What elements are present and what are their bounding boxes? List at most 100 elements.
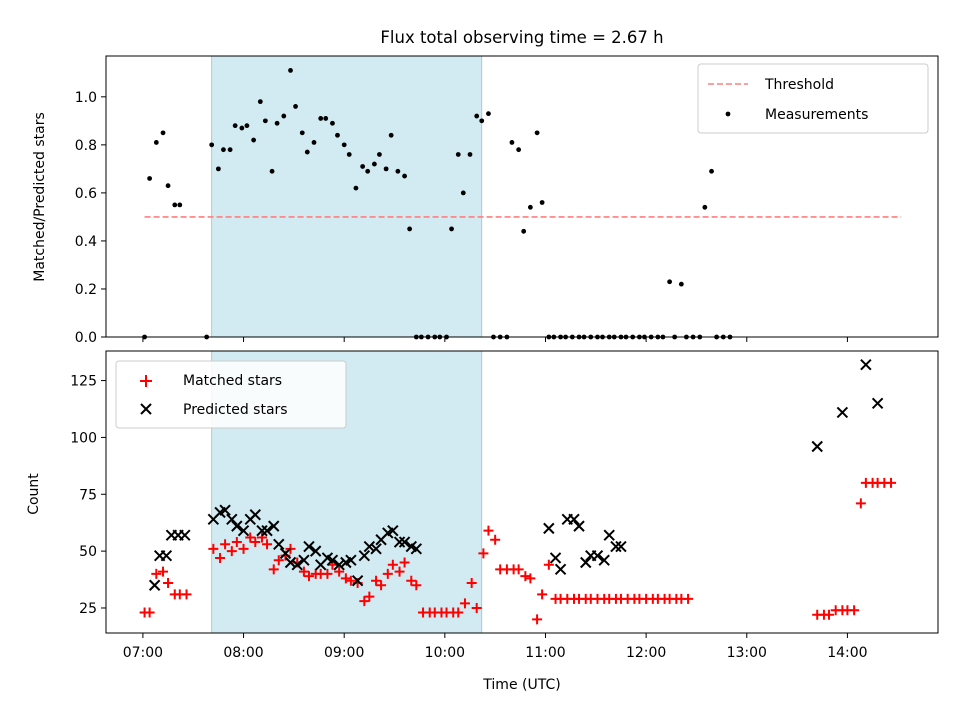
measurement-point bbox=[521, 228, 527, 234]
matched-star-point bbox=[520, 571, 531, 582]
predicted-star-point bbox=[568, 513, 580, 525]
measurement-point bbox=[346, 152, 352, 157]
measurements-legend-swatch bbox=[725, 111, 731, 117]
matched-star-point bbox=[298, 566, 309, 577]
measurement-point bbox=[304, 149, 310, 155]
predicted-star-point bbox=[871, 397, 884, 410]
predicted-star-point bbox=[261, 524, 273, 537]
measurement-point bbox=[360, 164, 366, 169]
measurement-point bbox=[353, 185, 359, 191]
measurement-point bbox=[527, 204, 533, 210]
x-tick-label: 07:00 bbox=[123, 645, 163, 661]
matched-star-point bbox=[855, 498, 866, 509]
predicted-star-point bbox=[219, 504, 231, 516]
matched-star-point bbox=[525, 573, 536, 584]
matched-star-point bbox=[513, 564, 524, 575]
predicted-star-point bbox=[860, 358, 872, 371]
matched-star-point bbox=[376, 580, 387, 591]
measurement-point bbox=[388, 132, 394, 138]
predicted-star-point bbox=[580, 556, 592, 569]
measurement-point bbox=[395, 168, 401, 174]
bottom-y-tick-label: 100 bbox=[70, 430, 97, 446]
predicted-star-point bbox=[615, 540, 627, 553]
matched-star-point bbox=[322, 568, 333, 579]
matched-star-point bbox=[466, 577, 477, 588]
threshold-legend-label: Threshold bbox=[764, 77, 834, 93]
predicted-star-point bbox=[543, 522, 555, 535]
top-legend-box bbox=[697, 63, 929, 134]
measurement-point bbox=[269, 168, 275, 174]
measurement-point bbox=[709, 168, 714, 174]
measurement-point bbox=[516, 147, 522, 153]
measurement-point bbox=[474, 113, 480, 119]
matched-star-point bbox=[459, 598, 470, 609]
top-y-tick-label: 0.2 bbox=[75, 282, 97, 298]
measurement-point bbox=[341, 142, 347, 148]
measurement-point bbox=[702, 204, 708, 210]
predicted-star-point bbox=[573, 520, 585, 532]
measurement-point bbox=[160, 130, 166, 136]
matched-legend-label: Matched stars bbox=[183, 373, 282, 389]
measurement-point bbox=[371, 161, 377, 167]
x-tick-label: 09:00 bbox=[324, 645, 364, 661]
measurement-point bbox=[147, 176, 153, 181]
matched-star-point bbox=[231, 537, 242, 548]
predicted-star-point bbox=[333, 559, 345, 571]
predicted-star-point bbox=[370, 543, 382, 555]
measurement-point bbox=[667, 279, 673, 285]
matched-star-point bbox=[334, 566, 345, 577]
measurement-point bbox=[293, 104, 298, 109]
predicted-star-point bbox=[591, 549, 604, 562]
matched-star-point bbox=[364, 591, 375, 602]
predicted-star-point bbox=[226, 513, 238, 525]
measurement-point bbox=[281, 113, 287, 119]
top-observing-interval-shade bbox=[211, 55, 483, 338]
predicted-star-point bbox=[279, 547, 292, 560]
x-tick-label: 14:00 bbox=[827, 645, 867, 661]
predicted-star-point bbox=[554, 563, 567, 576]
measurement-point bbox=[467, 152, 473, 157]
predicted-star-point bbox=[387, 524, 399, 537]
matched-star-point bbox=[208, 543, 219, 554]
measurement-point bbox=[323, 116, 329, 121]
measurements-legend-label: Measurements bbox=[765, 107, 868, 123]
top-y-tick-label: 0.8 bbox=[75, 138, 97, 154]
predicted-star-point bbox=[231, 520, 243, 532]
measurement-point bbox=[539, 200, 545, 205]
predicted-star-point bbox=[326, 554, 339, 566]
bottom-y-tick-label: 75 bbox=[79, 487, 97, 503]
measurement-point bbox=[678, 281, 684, 287]
matched-star-point bbox=[399, 557, 410, 568]
measurement-point bbox=[257, 99, 263, 105]
predicted-star-point bbox=[268, 520, 280, 532]
top-y-axis-label: Matched/Predicted stars bbox=[32, 112, 48, 282]
matched-star-point bbox=[303, 571, 314, 582]
matched-star-point bbox=[849, 605, 860, 616]
top-y-tick-label: 1.0 bbox=[75, 90, 97, 106]
bottom-legend-box bbox=[115, 360, 347, 429]
predicted-star-point bbox=[345, 554, 357, 566]
x-tick-label: 12:00 bbox=[626, 645, 666, 661]
matched-star-point bbox=[163, 577, 174, 588]
measurement-point bbox=[318, 116, 324, 121]
measurement-point bbox=[288, 68, 293, 73]
predicted-star-point bbox=[610, 540, 622, 553]
bottom-y-axis-label: Count bbox=[26, 473, 42, 515]
predicted-star-point bbox=[256, 524, 268, 537]
predicted-star-point bbox=[249, 509, 261, 521]
measurement-point bbox=[460, 190, 466, 196]
matched-star-point bbox=[394, 566, 405, 577]
predicted-star-point bbox=[598, 554, 610, 566]
top-legend: Threshold Measurements bbox=[697, 63, 929, 134]
matched-star-point bbox=[245, 532, 256, 543]
top-y-tick-label: 0.4 bbox=[75, 234, 97, 250]
measurement-point bbox=[153, 140, 159, 145]
matched-star-point bbox=[226, 546, 237, 557]
predicted-star-point bbox=[398, 536, 411, 548]
measurement-point bbox=[486, 111, 491, 117]
measurement-point bbox=[407, 226, 413, 232]
matched-star-point bbox=[257, 532, 267, 543]
predicted-star-point bbox=[358, 549, 371, 562]
measurement-point bbox=[239, 125, 245, 131]
matched-star-point bbox=[483, 525, 494, 536]
